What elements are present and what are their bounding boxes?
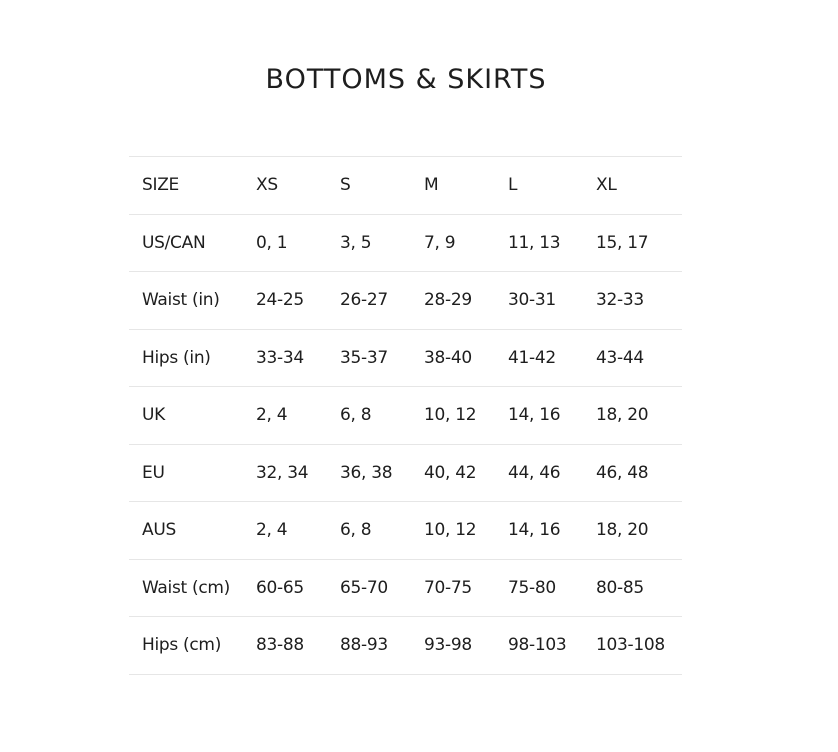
table-cell: 70-75 (411, 558, 495, 617)
table-cell: 36, 38 (327, 443, 411, 502)
size-header-cell: XS (243, 156, 327, 215)
table-cell: 26-27 (327, 271, 411, 330)
row-label: US/CAN (129, 213, 243, 272)
row-label: Hips (in) (129, 328, 243, 387)
table-cell: 33-34 (243, 328, 327, 387)
table-cell: 60-65 (243, 558, 327, 617)
table-cell: 41-42 (495, 328, 583, 387)
header-row: SIZE XS S M L XL (129, 156, 682, 215)
row-label: UK (129, 386, 243, 445)
row-label: Waist (cm) (129, 558, 243, 617)
table-cell: 88-93 (327, 616, 411, 675)
table-cell: 18, 20 (583, 501, 682, 560)
table-cell: 103-108 (583, 616, 682, 675)
table-row: EU 32, 34 36, 38 40, 42 44, 46 46, 48 (129, 443, 682, 502)
table-cell: 38-40 (411, 328, 495, 387)
size-header-cell: XL (583, 156, 682, 215)
size-header-cell: M (411, 156, 495, 215)
row-label: Waist (in) (129, 271, 243, 330)
table-cell: 6, 8 (327, 386, 411, 445)
table-cell: 83-88 (243, 616, 327, 675)
table-row: Hips (in) 33-34 35-37 38-40 41-42 43-44 (129, 328, 682, 387)
table-cell: 0, 1 (243, 213, 327, 272)
row-label: SIZE (129, 156, 243, 215)
row-label: Hips (cm) (129, 616, 243, 675)
table-cell: 28-29 (411, 271, 495, 330)
size-header-cell: S (327, 156, 411, 215)
table-cell: 46, 48 (583, 443, 682, 502)
table-row: AUS 2, 4 6, 8 10, 12 14, 16 18, 20 (129, 501, 682, 560)
table-cell: 35-37 (327, 328, 411, 387)
table-cell: 40, 42 (411, 443, 495, 502)
table-cell: 10, 12 (411, 386, 495, 445)
table-cell: 10, 12 (411, 501, 495, 560)
table-cell: 30-31 (495, 271, 583, 330)
table-cell: 2, 4 (243, 386, 327, 445)
table-cell: 11, 13 (495, 213, 583, 272)
table-cell: 43-44 (583, 328, 682, 387)
table-row: Waist (in) 24-25 26-27 28-29 30-31 32-33 (129, 271, 682, 330)
table-cell: 14, 16 (495, 501, 583, 560)
table-cell: 14, 16 (495, 386, 583, 445)
table-cell: 32-33 (583, 271, 682, 330)
table-cell: 80-85 (583, 558, 682, 617)
table-cell: 18, 20 (583, 386, 682, 445)
table-row: Hips (cm) 83-88 88-93 93-98 98-103 103-108 (129, 616, 682, 675)
table-cell: 65-70 (327, 558, 411, 617)
table-cell: 3, 5 (327, 213, 411, 272)
row-label: EU (129, 443, 243, 502)
row-label: AUS (129, 501, 243, 560)
table-cell: 98-103 (495, 616, 583, 675)
size-header-cell: L (495, 156, 583, 215)
table-cell: 6, 8 (327, 501, 411, 560)
table-cell: 44, 46 (495, 443, 583, 502)
size-chart-table: SIZE XS S M L XL US/CAN 0, 1 3, 5 7, 9 11, 13 15, 1… (129, 156, 682, 675)
page-title: BOTTOMS & SKIRTS (265, 64, 547, 95)
table-row: UK 2, 4 6, 8 10, 12 14, 16 18, 20 (129, 386, 682, 445)
table-cell: 24-25 (243, 271, 327, 330)
table-row: US/CAN 0, 1 3, 5 7, 9 11, 13 15, 17 (129, 213, 682, 272)
table-cell: 7, 9 (411, 213, 495, 272)
table-cell: 32, 34 (243, 443, 327, 502)
table-cell: 2, 4 (243, 501, 327, 560)
table-cell: 93-98 (411, 616, 495, 675)
table-cell: 15, 17 (583, 213, 682, 272)
table-cell: 75-80 (495, 558, 583, 617)
table-row: Waist (cm) 60-65 65-70 70-75 75-80 80-85 (129, 558, 682, 617)
